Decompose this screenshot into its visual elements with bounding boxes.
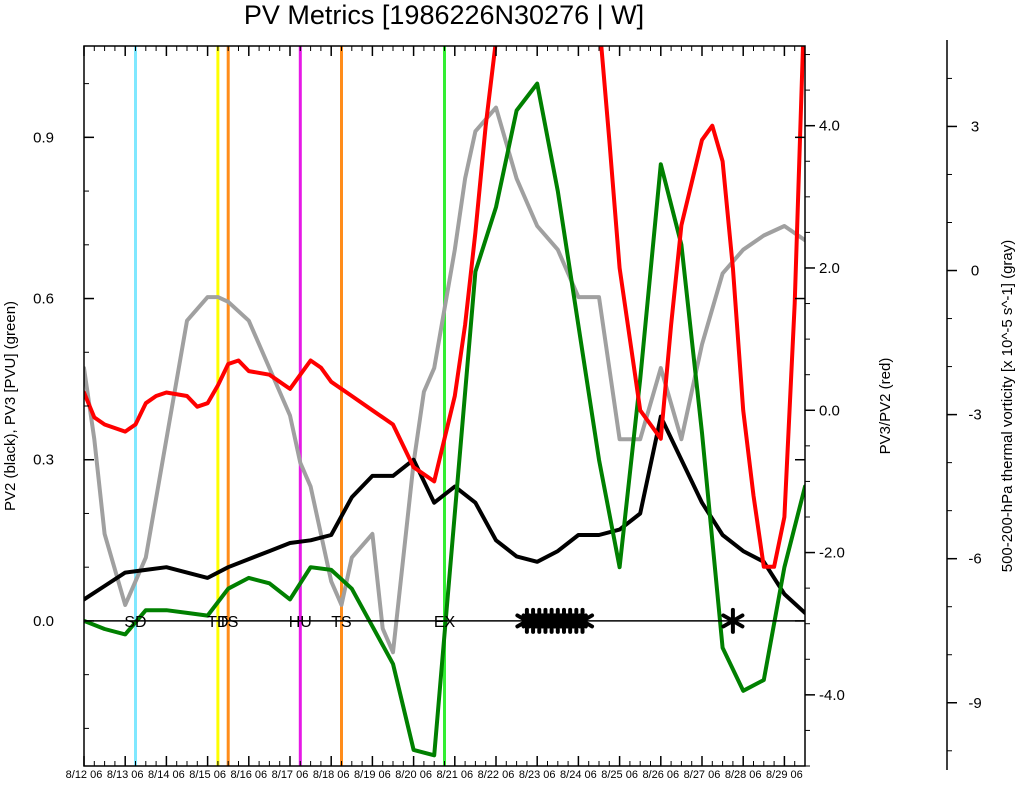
- chart-title: PV Metrics [1986226N30276 | W]: [244, 0, 644, 30]
- left-tick-label-3: 0.9: [33, 129, 54, 146]
- x-date-label-16: 8/28 06: [725, 769, 762, 781]
- x-date-label-15: 8/27 06: [684, 769, 721, 781]
- x-date-label-7: 8/19 06: [354, 769, 391, 781]
- left-tick-label-1: 0.3: [33, 452, 54, 469]
- right2-tick-label-4: -9: [968, 695, 981, 712]
- x-date-label-2: 8/14 06: [148, 769, 185, 781]
- x-axis: 8/12 06 8/13 06 8/14 06 8/15 06 8/16 06 8/17 …: [66, 46, 803, 781]
- event-lines: [134, 46, 446, 766]
- x-date-label-9: 8/21 06: [436, 769, 473, 781]
- x-date-label-10: 8/22 06: [478, 769, 515, 781]
- x-date-label-17: 8/29 06: [766, 769, 803, 781]
- series-line-4: [84, 105, 805, 655]
- event-label-2: TS: [218, 614, 238, 631]
- series-line-1: [84, 81, 805, 758]
- event-label-3: HU: [289, 614, 312, 631]
- left-tick-label-0: 0.0: [33, 613, 54, 630]
- left-tick-label-2: 0.6: [33, 291, 54, 308]
- event-label-4: TS: [331, 614, 351, 631]
- right1-tick-label-0: 4.0: [819, 118, 840, 135]
- storm-markers: [515, 607, 745, 634]
- series-line-3: [599, 46, 805, 569]
- x-date-label-8: 8/20 06: [395, 769, 432, 781]
- event-label-0: SD: [124, 614, 146, 631]
- x-date-label-12: 8/24 06: [560, 769, 597, 781]
- right-axis-vorticity: 3 0 -3 -6 -9: [946, 40, 982, 770]
- right2-tick-label-3: -6: [968, 551, 981, 568]
- right2-tick-label-0: 3: [971, 118, 979, 135]
- x-date-label-11: 8/23 06: [519, 769, 556, 781]
- left-axis: 0.0 0.3 0.6 0.9: [33, 83, 805, 729]
- right-axis-vorticity-label: 500-200-hPa thermal vorticity [x 10^-5 s…: [999, 240, 1016, 573]
- x-date-label-5: 8/17 06: [272, 769, 309, 781]
- series-line-2: [84, 46, 498, 484]
- event-label-5: EX: [434, 614, 456, 631]
- x-date-label-6: 8/18 06: [313, 769, 350, 781]
- right2-tick-label-2: -3: [968, 407, 981, 424]
- x-date-label-13: 8/25 06: [601, 769, 638, 781]
- series-layer: [84, 46, 805, 758]
- x-date-label-4: 8/16 06: [230, 769, 267, 781]
- x-date-label-14: 8/26 06: [642, 769, 679, 781]
- x-date-label-1: 8/13 06: [107, 769, 144, 781]
- right1-tick-label-1: 2.0: [819, 260, 840, 277]
- event-label-1: TD: [207, 614, 228, 631]
- left-axis-label: PV2 (black), PV3 [PVU] (green): [2, 301, 19, 511]
- right2-tick-label-1: 0: [971, 263, 979, 280]
- right1-tick-label-4: -4.0: [819, 687, 845, 704]
- x-date-label-3: 8/15 06: [189, 769, 226, 781]
- right-axis-ratio: 4.0 2.0 0.0 -2.0 -4.0: [805, 54, 845, 767]
- right1-tick-label-3: -2.0: [819, 545, 845, 562]
- right1-tick-label-2: 0.0: [819, 402, 840, 419]
- series-line-0: [84, 414, 805, 615]
- x-date-label-0: 8/12 06: [66, 769, 103, 781]
- right-axis-ratio-label: PV3/PV2 (red): [877, 358, 894, 455]
